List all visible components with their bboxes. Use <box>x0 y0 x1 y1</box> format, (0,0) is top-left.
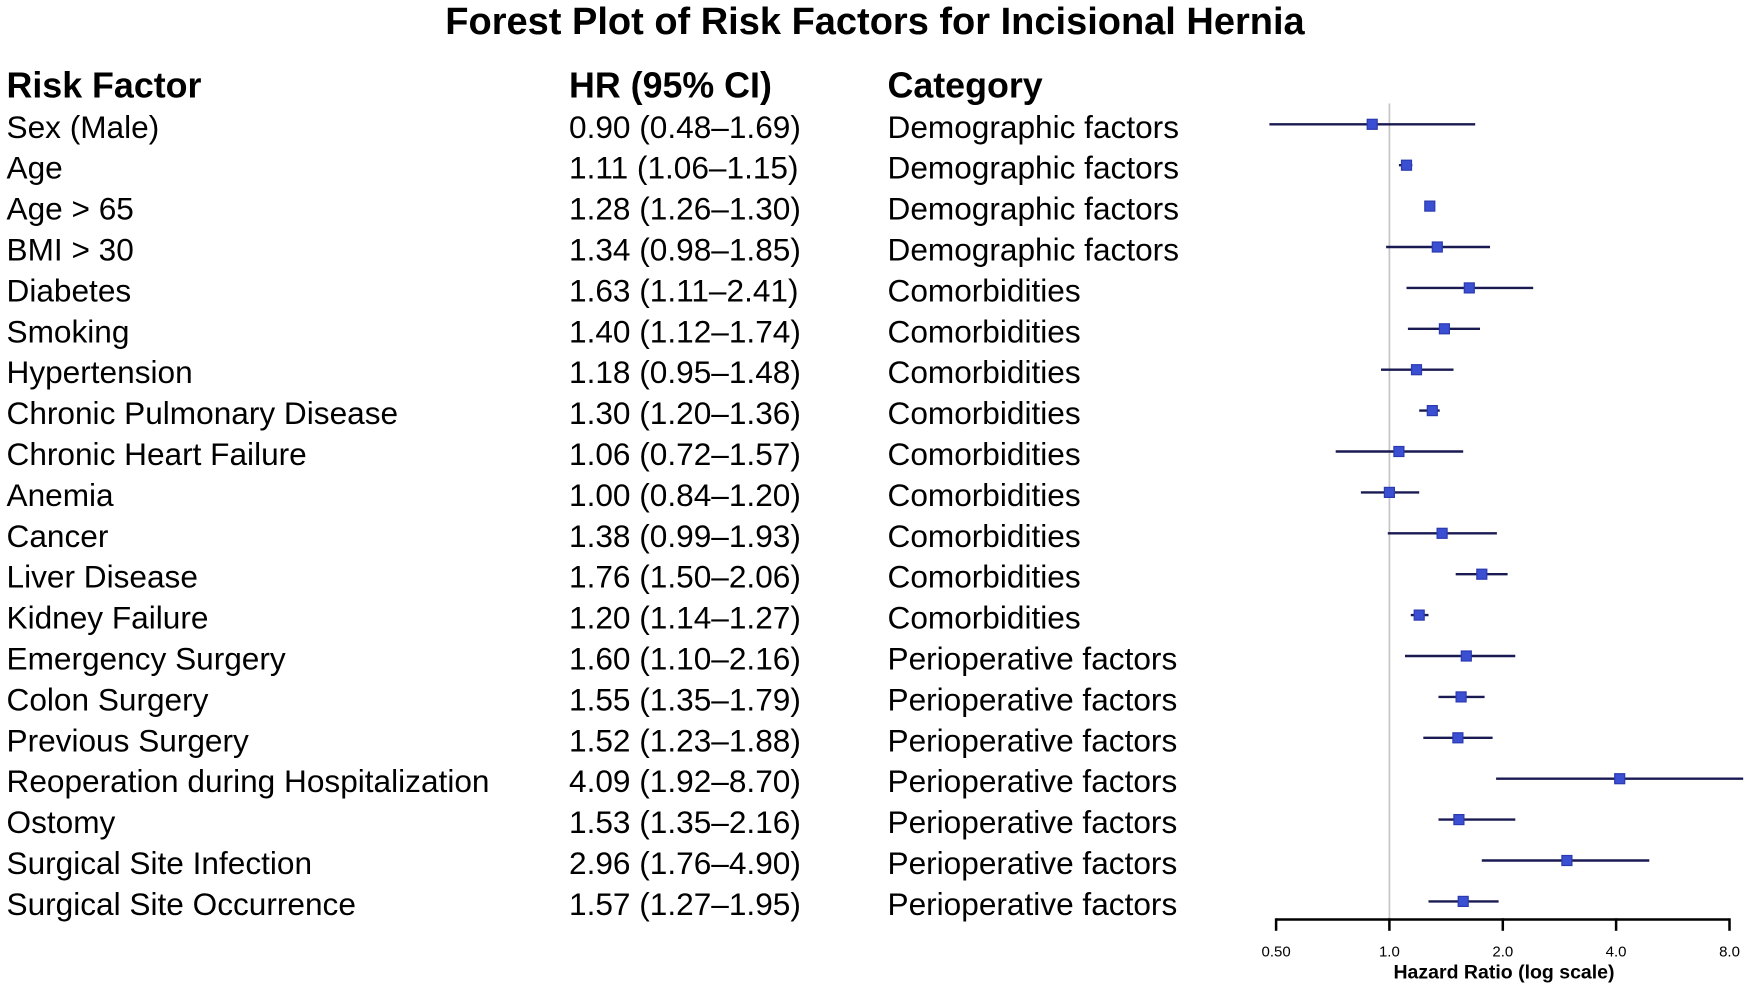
svg-text:Comorbidities: Comorbidities <box>888 395 1081 431</box>
svg-text:Demographic factors: Demographic factors <box>888 232 1180 268</box>
svg-text:Comorbidities: Comorbidities <box>888 313 1081 349</box>
svg-text:1.28 (1.26–1.30): 1.28 (1.26–1.30) <box>569 191 801 227</box>
svg-text:Hazard Ratio (log scale): Hazard Ratio (log scale) <box>1393 962 1614 984</box>
svg-text:Category: Category <box>888 66 1043 106</box>
svg-text:Chronic Heart Failure: Chronic Heart Failure <box>7 436 307 472</box>
svg-text:4.09 (1.92–8.70): 4.09 (1.92–8.70) <box>569 763 801 799</box>
svg-text:Surgical Site Occurrence: Surgical Site Occurrence <box>7 886 356 922</box>
svg-text:Perioperative factors: Perioperative factors <box>888 722 1178 758</box>
svg-text:Smoking: Smoking <box>7 313 130 349</box>
svg-text:Age: Age <box>7 150 63 186</box>
svg-text:1.53 (1.35–2.16): 1.53 (1.35–2.16) <box>569 804 801 840</box>
svg-text:Risk Factor: Risk Factor <box>7 66 202 106</box>
svg-text:Perioperative factors: Perioperative factors <box>888 641 1178 677</box>
svg-text:1.63 (1.11–2.41): 1.63 (1.11–2.41) <box>569 272 799 308</box>
svg-text:Comorbidities: Comorbidities <box>888 354 1081 390</box>
svg-text:0.90 (0.48–1.69): 0.90 (0.48–1.69) <box>569 109 801 145</box>
svg-text:Colon Surgery: Colon Surgery <box>7 681 209 717</box>
svg-text:Previous Surgery: Previous Surgery <box>7 722 250 758</box>
svg-text:1.40 (1.12–1.74): 1.40 (1.12–1.74) <box>569 313 801 349</box>
svg-text:Chronic Pulmonary Disease: Chronic Pulmonary Disease <box>7 395 399 431</box>
svg-text:1.00 (0.84–1.20): 1.00 (0.84–1.20) <box>569 477 801 513</box>
svg-text:Sex (Male): Sex (Male) <box>7 109 160 145</box>
svg-text:Anemia: Anemia <box>7 477 115 513</box>
svg-text:2.0: 2.0 <box>1492 944 1513 961</box>
svg-text:Perioperative factors: Perioperative factors <box>888 763 1178 799</box>
svg-text:Diabetes: Diabetes <box>7 272 132 308</box>
svg-text:1.34 (0.98–1.85): 1.34 (0.98–1.85) <box>569 232 801 268</box>
svg-text:1.06 (0.72–1.57): 1.06 (0.72–1.57) <box>569 436 801 472</box>
svg-text:Comorbidities: Comorbidities <box>888 477 1081 513</box>
svg-text:Demographic factors: Demographic factors <box>888 191 1180 227</box>
svg-text:1.11 (1.06–1.15): 1.11 (1.06–1.15) <box>569 150 799 186</box>
svg-text:Comorbidities: Comorbidities <box>888 272 1081 308</box>
svg-text:4.0: 4.0 <box>1606 944 1627 961</box>
svg-text:Ostomy: Ostomy <box>7 804 116 840</box>
svg-text:1.38 (0.99–1.93): 1.38 (0.99–1.93) <box>569 518 801 554</box>
svg-text:Perioperative factors: Perioperative factors <box>888 886 1178 922</box>
svg-text:Surgical Site Infection: Surgical Site Infection <box>7 845 313 881</box>
svg-text:Comorbidities: Comorbidities <box>888 600 1081 636</box>
svg-text:1.30 (1.20–1.36): 1.30 (1.20–1.36) <box>569 395 801 431</box>
svg-text:Kidney Failure: Kidney Failure <box>7 600 209 636</box>
svg-text:Reoperation during Hospitaliza: Reoperation during Hospitalization <box>7 763 490 799</box>
svg-text:Perioperative factors: Perioperative factors <box>888 681 1178 717</box>
svg-text:Hypertension: Hypertension <box>7 354 193 390</box>
svg-text:2.96 (1.76–4.90): 2.96 (1.76–4.90) <box>569 845 801 881</box>
svg-text:Forest Plot of Risk Factors fo: Forest Plot of Risk Factors for Incision… <box>445 1 1305 43</box>
svg-text:Comorbidities: Comorbidities <box>888 518 1081 554</box>
svg-text:8.0: 8.0 <box>1719 944 1740 961</box>
svg-text:Comorbidities: Comorbidities <box>888 559 1081 595</box>
svg-text:Comorbidities: Comorbidities <box>888 436 1081 472</box>
svg-text:1.57 (1.27–1.95): 1.57 (1.27–1.95) <box>569 886 801 922</box>
svg-text:BMI > 30: BMI > 30 <box>7 232 134 268</box>
svg-text:Perioperative factors: Perioperative factors <box>888 804 1178 840</box>
svg-text:Liver Disease: Liver Disease <box>7 559 198 595</box>
svg-text:Demographic factors: Demographic factors <box>888 109 1180 145</box>
svg-text:HR (95% CI): HR (95% CI) <box>569 66 772 106</box>
svg-text:1.55 (1.35–1.79): 1.55 (1.35–1.79) <box>569 681 801 717</box>
svg-text:Emergency Surgery: Emergency Surgery <box>7 641 286 677</box>
svg-text:0.50: 0.50 <box>1261 944 1290 961</box>
svg-text:Age > 65: Age > 65 <box>7 191 134 227</box>
svg-text:1.18 (0.95–1.48): 1.18 (0.95–1.48) <box>569 354 801 390</box>
svg-text:1.52 (1.23–1.88): 1.52 (1.23–1.88) <box>569 722 801 758</box>
svg-text:1.60 (1.10–2.16): 1.60 (1.10–2.16) <box>569 641 801 677</box>
svg-text:1.0: 1.0 <box>1379 944 1400 961</box>
svg-text:1.20 (1.14–1.27): 1.20 (1.14–1.27) <box>569 600 801 636</box>
svg-text:Cancer: Cancer <box>7 518 109 554</box>
svg-text:1.76 (1.50–2.06): 1.76 (1.50–2.06) <box>569 559 801 595</box>
svg-text:Demographic factors: Demographic factors <box>888 150 1180 186</box>
svg-text:Perioperative factors: Perioperative factors <box>888 845 1178 881</box>
